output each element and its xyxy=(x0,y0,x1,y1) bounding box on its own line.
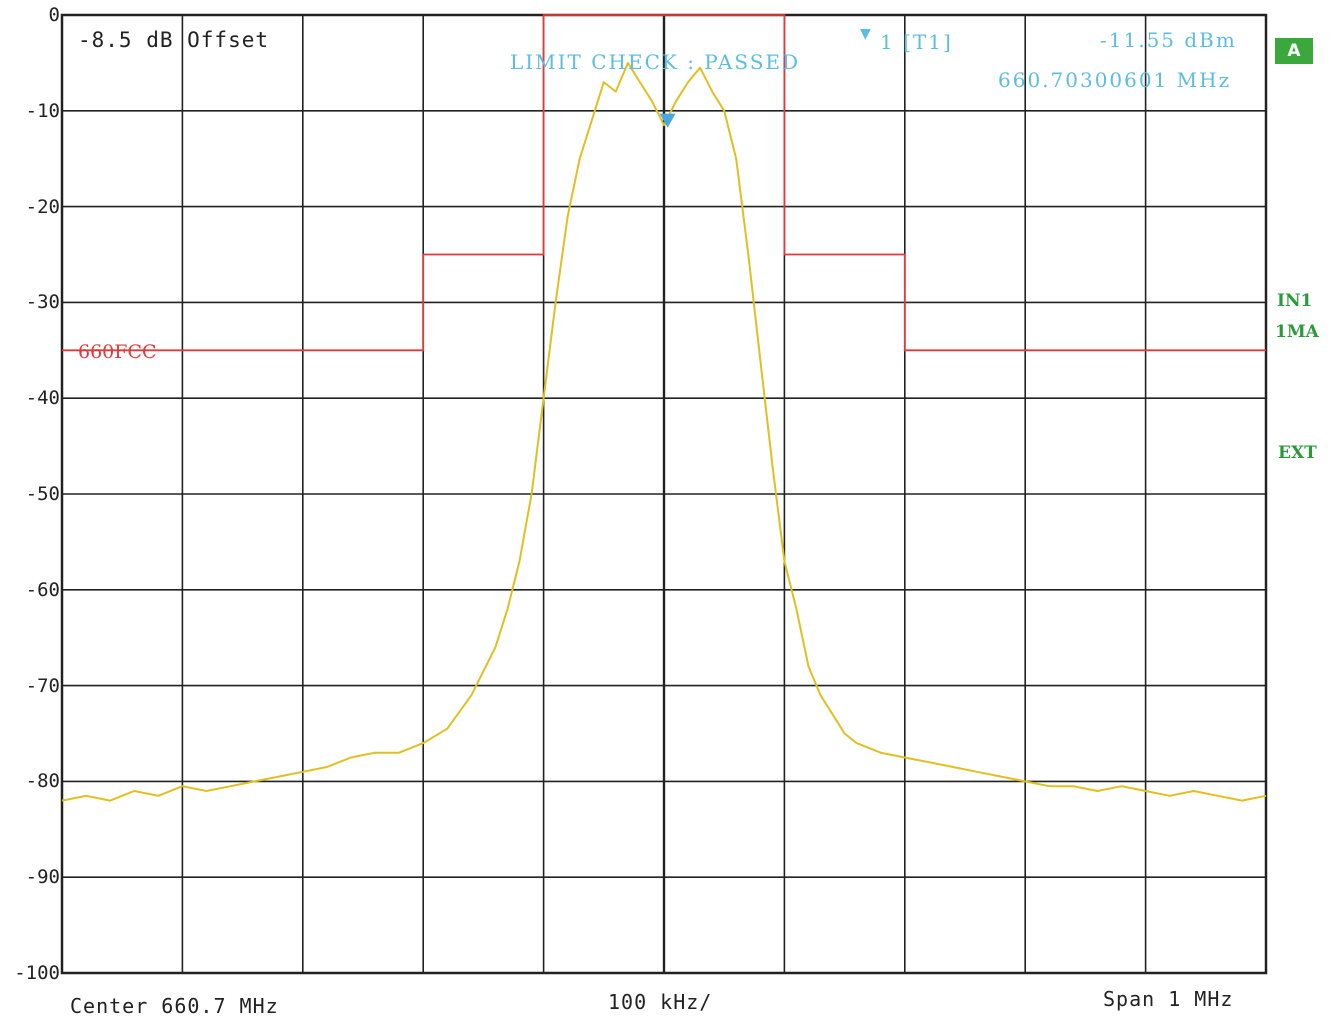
center-frequency: Center 660.7 MHz xyxy=(70,994,279,1018)
trace-a-badge: A xyxy=(1275,38,1313,64)
marker-group xyxy=(659,113,676,128)
y-tick-label: -60 xyxy=(25,578,60,601)
offset-label: -8.5 dB Offset xyxy=(78,28,270,52)
marker-label: 1 [T1] xyxy=(880,30,953,54)
frequency-span: Span 1 MHz xyxy=(1103,987,1234,1011)
marker-triangle xyxy=(659,113,676,128)
y-tick-label: -80 xyxy=(25,770,60,793)
y-tick-label: 0 xyxy=(48,4,60,26)
y-tick-label: -30 xyxy=(25,291,60,314)
limit-line-group xyxy=(62,14,1266,352)
y-tick-label: -70 xyxy=(25,674,60,697)
y-tick-label: -10 xyxy=(25,99,60,122)
ext-reference-tag: EXT xyxy=(1278,443,1317,463)
y-tick-label: -50 xyxy=(25,483,60,505)
y-tick-label: -100 xyxy=(14,962,60,984)
marker-triangle-icon: ▼ xyxy=(860,26,873,42)
trace-group xyxy=(61,61,1267,802)
spectrum-trace xyxy=(61,61,1267,802)
trace-mode-tag: 1MA xyxy=(1275,322,1319,342)
plot-grid xyxy=(60,13,1268,975)
marker-level-readout: -11.55 dBm xyxy=(1100,28,1237,52)
limit-check-status: LIMIT CHECK : PASSED xyxy=(510,50,801,74)
y-tick-label: -20 xyxy=(25,195,60,218)
limit-line xyxy=(62,14,1266,352)
y-tick-label: -40 xyxy=(25,387,60,410)
limit-line-label: 660FCC xyxy=(78,341,157,363)
marker-frequency-readout: 660.70300601 MHz xyxy=(998,68,1232,92)
input-tag: IN1 xyxy=(1277,291,1313,311)
y-tick-label: -90 xyxy=(25,866,60,889)
frequency-per-division: 100 kHz/ xyxy=(608,990,713,1014)
